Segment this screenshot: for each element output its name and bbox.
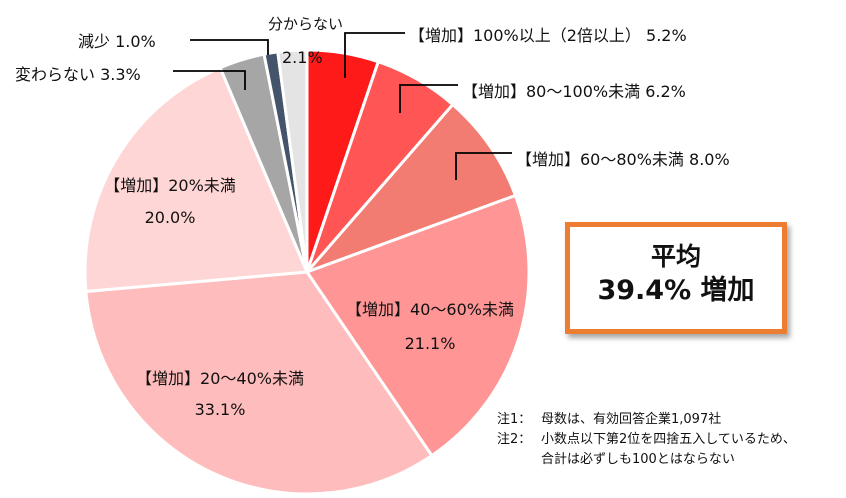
label-unknown-name: 分からない — [268, 15, 344, 33]
pie-slice — [83, 65, 310, 294]
label-80-100: 【増加】80～100%未満 6.2% — [462, 82, 686, 101]
label-40-60-name: 【増加】40～60%未満 — [346, 300, 514, 319]
leader-line — [190, 39, 269, 55]
note-2-cont: 合計は必ずしも100とはならない — [541, 452, 735, 467]
average-value: 39.4% 増加 — [597, 275, 755, 306]
label-unchanged: 変わらない 3.3% — [15, 65, 141, 84]
pie-slice — [276, 48, 309, 273]
leader-line — [455, 152, 512, 180]
label-under-20-name: 【増加】20%未満 — [104, 176, 236, 195]
leader-line — [399, 84, 458, 113]
label-60-80: 【増加】60～80%未満 8.0% — [516, 150, 730, 169]
average-title: 平均 — [650, 242, 701, 271]
label-unknown-value: 2.1% — [282, 48, 323, 67]
label-100-plus: 【増加】100%以上（2倍以上） 5.2% — [409, 26, 687, 45]
average-box: 平均 39.4% 増加 — [565, 222, 787, 334]
label-40-60-value: 21.1% — [404, 334, 456, 353]
label-decrease: 減少 1.0% — [78, 32, 156, 51]
label-under-20-value: 20.0% — [144, 208, 196, 227]
footnotes: 注1： 母数は、有効回答企業1,097社 注2： 小数点以下第2位を四捨五入している… — [497, 410, 796, 470]
leader-line — [173, 70, 246, 90]
pie-slice — [84, 270, 434, 496]
leader-line — [344, 32, 405, 78]
pie-slice — [304, 193, 531, 458]
note-1: 注1： 母数は、有効回答企業1,097社 — [497, 412, 722, 427]
label-20-40-value: 33.1% — [194, 400, 246, 419]
note-2: 注2： 小数点以下第2位を四捨五入しているため、 — [497, 432, 796, 447]
label-20-40-name: 【増加】20～40%未満 — [136, 369, 304, 388]
pie-slice — [305, 102, 518, 274]
